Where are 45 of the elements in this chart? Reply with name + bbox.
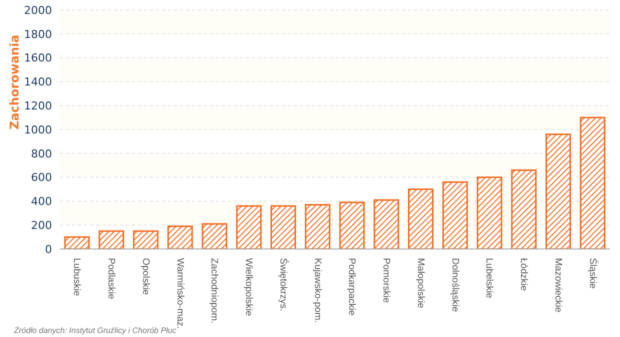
x-tick-label: Podkarpackie — [346, 258, 358, 316]
x-tick-label: Łódzkie — [518, 258, 530, 291]
x-tick-label: Lubelskie — [484, 258, 495, 298]
bar — [304, 204, 330, 249]
x-tick-label: Dolnośląskie — [449, 258, 460, 312]
x-tick-label: Podlaskie — [106, 258, 117, 300]
bar — [236, 205, 262, 249]
bar — [580, 116, 606, 249]
x-tick-label: Lubuskie — [71, 258, 82, 296]
y-tick-label: 2000 — [24, 4, 52, 17]
bar — [374, 199, 400, 249]
y-tick-label: 1200 — [24, 100, 52, 113]
y-tick-label: 200 — [31, 219, 52, 232]
bar — [408, 188, 434, 249]
bar — [476, 176, 502, 249]
x-tick-label: Wielkopolskie — [243, 258, 254, 316]
x-tick-label: Świętokrzys. — [277, 258, 290, 312]
bar — [98, 230, 124, 249]
x-tick-label: Opolskie — [140, 258, 151, 295]
bar — [339, 202, 365, 249]
y-tick-label: 1800 — [24, 28, 52, 41]
y-tick-label: 600 — [31, 171, 52, 184]
bar — [167, 226, 193, 249]
y-tick-label: 1600 — [24, 52, 52, 65]
bar — [546, 134, 571, 249]
bar — [511, 169, 537, 249]
x-tick-label: Mazowieckie — [552, 258, 564, 312]
bar — [442, 181, 468, 249]
bar — [270, 205, 296, 249]
bar — [202, 223, 228, 249]
y-tick-label: 0 — [45, 242, 52, 256]
bar — [64, 236, 90, 249]
y-tick-label: 1400 — [24, 76, 52, 89]
y-tick-label: 800 — [31, 147, 52, 160]
x-tick-label: Kujawsko-pom. — [312, 258, 323, 323]
bar — [133, 230, 158, 249]
y-tick-label: 1000 — [24, 123, 52, 136]
x-tick-label: Zachodniopom. — [208, 258, 220, 324]
text: Źródło danych: Instytut Gruźlicy i Chorób Płuc — [14, 326, 176, 335]
x-tick-label: Pomorskie — [380, 258, 392, 303]
x-tick-label: Małopolskie — [414, 258, 426, 308]
x-tick-label: Śląskie — [586, 258, 599, 289]
x-tick-label: Warmińsko-maz. — [174, 258, 186, 329]
y-axis-title: Zachorowania — [7, 34, 22, 130]
y-tick-label: 400 — [31, 195, 52, 208]
